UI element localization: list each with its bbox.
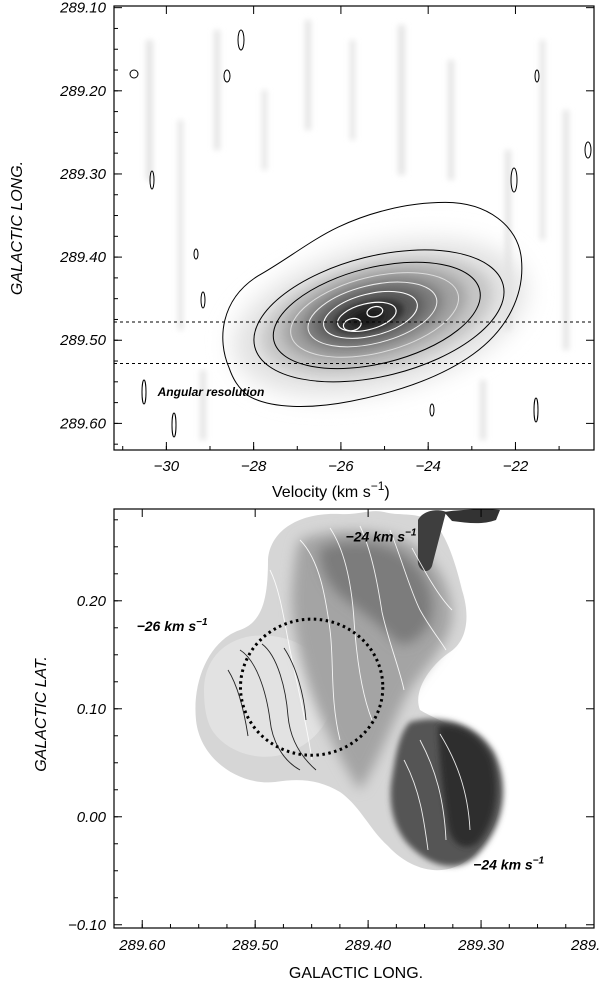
pv-y-tick-label: 289.30 [59, 166, 107, 183]
pv-contours [222, 201, 523, 407]
vmap-x-ticks: 289.60 289.50 289.40 289.30 289.20 [118, 509, 600, 954]
pv-contour-8b [366, 305, 384, 318]
pv-y-axis-title: GALACTIC LONG. [9, 161, 26, 295]
vmap-x-tick-label: 289.50 [231, 937, 279, 954]
pv-contour-3 [272, 261, 481, 370]
vmap-y-tick-label: 0.10 [77, 701, 107, 718]
velocity-label-west-sup: −1 [196, 617, 208, 628]
pv-y-tick-label: 289.60 [59, 415, 107, 432]
vmap-x-tick-label: 289.30 [457, 937, 505, 954]
vmap-y-axis-title: GALACTIC LAT. [33, 656, 50, 772]
pv-contour-6 [323, 290, 418, 339]
velocity-ellipse [238, 617, 385, 757]
pv-y-tick-label: 289.20 [59, 83, 107, 100]
pv-y-tick-label: 289.10 [59, 0, 107, 17]
pv-contour-2 [253, 249, 505, 383]
velocity-map-frame [113, 508, 595, 929]
velocity-label-south-sup: −1 [533, 856, 545, 867]
pv-y-ticks: 289.10 289.20 289.30 289.40 289.50 289.60 [59, 0, 594, 445]
pv-x-axis-title-sup: −1 [371, 479, 385, 493]
pv-x-tick-label: −26 [328, 458, 354, 475]
pv-y-tick-label: 289.50 [59, 332, 107, 349]
cloud-core-dark [319, 542, 433, 644]
noise-contours [129, 29, 592, 438]
pv-y-tick-label: 289.40 [59, 249, 107, 266]
pv-x-axis-title: Velocity (km s−1) [272, 479, 390, 501]
vmap-x-tick-label: 289.40 [344, 937, 392, 954]
angular-resolution-label: Angular resolution [157, 385, 265, 399]
velocity-contours [269, 525, 471, 851]
vmap-x-axis-title: GALACTIC LONG. [289, 965, 423, 982]
velocity-label-north-sup: −1 [405, 527, 417, 538]
velocity-label-north: −24 km s−1 [346, 527, 417, 544]
noise-streaks [146, 20, 569, 440]
vmap-x-tick-label: 289.20 [570, 937, 600, 954]
velocity-label-west: −26 km s−1 [137, 617, 208, 634]
pv-x-axis-title-main: Velocity (km s [272, 484, 371, 501]
velocity-map-panel: −24 km s−1 −26 km s−1 −24 km s−1 289.60 2… [33, 508, 600, 982]
cloud-finger-north [417, 510, 446, 572]
pv-x-axis-title-close: ) [384, 484, 389, 501]
pv-x-tick-label: −24 [415, 458, 440, 475]
cloud-lobe-west [204, 635, 333, 757]
cloud-lobe-south-east-core [438, 725, 496, 847]
vmap-x-tick-label: 289.60 [118, 937, 166, 954]
vmap-y-tick-label: −0.10 [68, 917, 107, 934]
velocity-label-south-text: −24 km s [473, 857, 533, 873]
velocity-label-south: −24 km s−1 [473, 856, 544, 873]
pv-x-tick-label: −22 [503, 458, 529, 475]
pv-contour-7 [336, 301, 397, 332]
pv-frame [113, 5, 595, 451]
pv-x-ticks: −30 −28 −26 −24 −22 [122, 6, 560, 475]
pv-diagram-panel: Angular resolution −30 −28 −26 −24 −22 289.1… [9, 0, 595, 501]
velocity-label-north-text: −24 km s [346, 528, 406, 544]
pv-contour-4 [290, 272, 460, 358]
pv-x-tick-label: −30 [154, 458, 180, 475]
pv-contour-outer [222, 201, 523, 407]
vmap-y-ticks: 0.20 0.10 0.00 −0.10 [68, 519, 594, 934]
cloud-finger-north-2 [444, 509, 500, 524]
pv-x-tick-label: −28 [241, 458, 267, 475]
pv-contour-5 [307, 281, 438, 348]
velocity-label-west-text: −26 km s [137, 618, 197, 634]
vmap-y-tick-label: 0.00 [77, 809, 107, 826]
vmap-y-tick-label: 0.20 [77, 593, 107, 610]
